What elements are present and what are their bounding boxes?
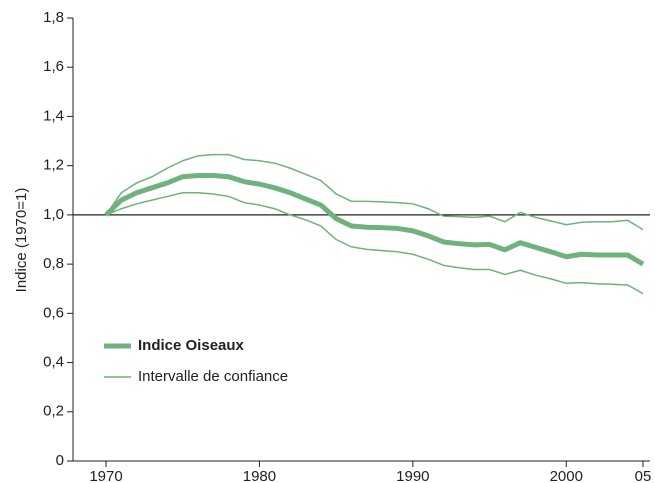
x-tick-label: 1990	[396, 468, 429, 483]
y-tick-label: 1,8	[43, 9, 64, 26]
y-tick-label: 0,2	[43, 403, 64, 420]
y-tick-label: 0,6	[43, 304, 64, 321]
x-tick-label: 1970	[89, 468, 122, 483]
y-axis-label: Indice (1970=1)	[13, 188, 30, 293]
legend-label: Indice Oiseaux	[138, 337, 245, 354]
y-tick-label: 0	[56, 452, 64, 469]
x-tick-label: 2000	[550, 468, 583, 483]
x-tick-label: 05	[635, 468, 652, 483]
y-tick-label: 1,4	[43, 107, 64, 124]
index-line	[104, 173, 645, 267]
y-tick-label: 1,6	[43, 58, 64, 75]
y-tick-label: 0,4	[43, 354, 64, 371]
x-tick-label: 1980	[243, 468, 276, 483]
legend-label: Intervalle de confiance	[138, 368, 288, 385]
y-tick-label: 1,2	[43, 157, 64, 174]
y-tick-label: 0,8	[43, 255, 64, 272]
ci-upper	[105, 153, 644, 231]
y-tick-label: 1,0	[43, 206, 64, 223]
ci-lower	[105, 191, 644, 295]
